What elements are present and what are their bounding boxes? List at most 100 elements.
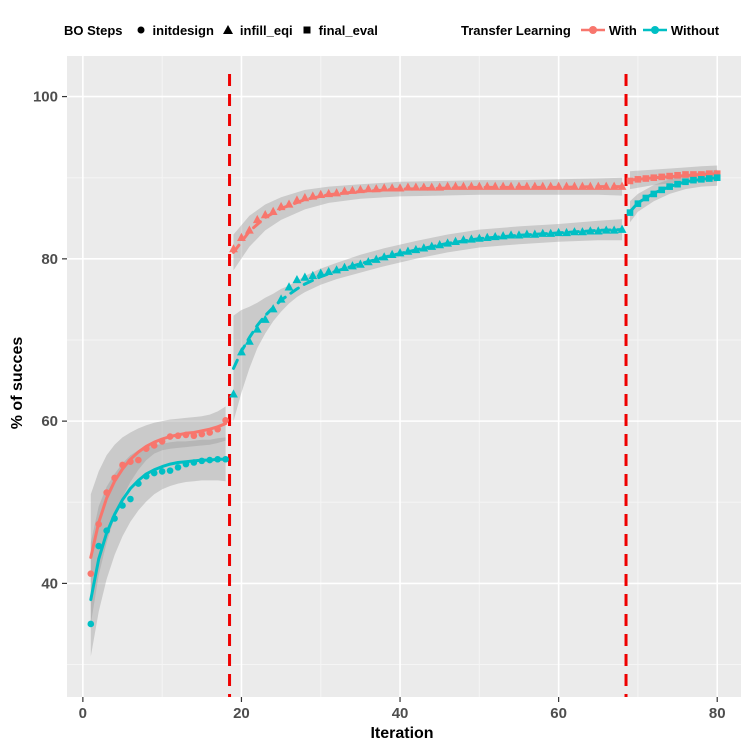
square-icon bbox=[303, 26, 311, 34]
data-point-with bbox=[332, 188, 341, 197]
data-point-without bbox=[174, 464, 182, 471]
plot-panel bbox=[67, 56, 741, 697]
data-point-without bbox=[387, 249, 397, 258]
phase-divider-lines bbox=[228, 74, 628, 697]
data-point-without bbox=[626, 209, 634, 216]
data-point-without bbox=[260, 314, 270, 323]
data-point-without bbox=[395, 248, 405, 257]
data-point-with bbox=[119, 461, 126, 469]
data-point-without bbox=[222, 455, 229, 463]
x-tick-label: 40 bbox=[392, 705, 409, 722]
data-point-with bbox=[371, 184, 381, 193]
data-point-with bbox=[435, 182, 445, 191]
data-point-with bbox=[284, 199, 294, 208]
data-point-with bbox=[617, 181, 627, 190]
y-tick-label: 40 bbox=[41, 575, 58, 592]
data-point-without bbox=[601, 225, 611, 234]
data-point-with bbox=[379, 183, 389, 192]
x-tick-label: 60 bbox=[550, 705, 567, 722]
confidence-ribbon-without bbox=[90, 437, 226, 657]
data-point-with bbox=[459, 181, 468, 190]
data-point-without bbox=[206, 456, 214, 464]
legend-label-final-eval: final_eval bbox=[318, 22, 378, 38]
data-point-with bbox=[411, 182, 421, 191]
data-point-without bbox=[490, 231, 500, 241]
data-point-without bbox=[363, 257, 373, 266]
data-point-with bbox=[340, 186, 349, 195]
data-point-with bbox=[642, 175, 650, 182]
data-point-without bbox=[142, 473, 150, 480]
data-point-without bbox=[538, 228, 548, 237]
legend-transfer-title: Transfer Learning bbox=[461, 22, 571, 38]
data-point-with bbox=[252, 214, 262, 224]
data-point-without bbox=[585, 226, 595, 235]
data-point-without bbox=[214, 455, 221, 463]
confidence-ribbon-without bbox=[233, 219, 623, 422]
data-point-with bbox=[206, 429, 214, 436]
legend-transfer-learning: Transfer Learning With Without bbox=[461, 18, 723, 42]
data-point-without bbox=[658, 186, 666, 194]
x-tick-label: 20 bbox=[233, 705, 250, 722]
data-point-with bbox=[538, 181, 548, 190]
data-point-with bbox=[324, 188, 334, 198]
data-point-without bbox=[713, 174, 721, 182]
data-point-with bbox=[150, 442, 158, 449]
data-point-without bbox=[674, 180, 681, 188]
data-point-without bbox=[666, 183, 673, 190]
data-point-with bbox=[474, 181, 484, 190]
data-point-with bbox=[593, 181, 603, 190]
legend-label-infill-eqi: infill_eqi bbox=[239, 22, 293, 38]
triangle-icon bbox=[222, 25, 233, 34]
data-point-with bbox=[482, 181, 492, 190]
data-point-without bbox=[229, 389, 238, 398]
data-point-without bbox=[609, 225, 619, 234]
data-point-with bbox=[506, 181, 516, 190]
data-point-without bbox=[348, 261, 357, 270]
data-point-without bbox=[411, 244, 421, 254]
data-point-with bbox=[142, 445, 150, 453]
data-point-with bbox=[348, 185, 357, 194]
data-point-without bbox=[593, 226, 603, 235]
data-point-with bbox=[554, 181, 564, 190]
data-point-without bbox=[166, 467, 174, 474]
data-point-with bbox=[260, 210, 270, 219]
data-point-with bbox=[222, 417, 229, 424]
data-point-with bbox=[490, 181, 500, 190]
data-point-without bbox=[514, 230, 524, 239]
data-point-with bbox=[427, 182, 437, 191]
data-point-without bbox=[190, 459, 198, 466]
data-point-with bbox=[166, 433, 174, 440]
data-point-without bbox=[435, 240, 445, 249]
x-tick-label: 0 bbox=[79, 705, 87, 722]
data-point-with bbox=[268, 206, 278, 215]
data-point-with bbox=[658, 173, 666, 181]
y-tick-label: 100 bbox=[33, 89, 58, 106]
data-point-with bbox=[530, 181, 540, 190]
data-point-without bbox=[268, 304, 278, 313]
data-point-without bbox=[103, 527, 110, 534]
data-point-without bbox=[522, 229, 532, 238]
data-point-with bbox=[713, 170, 721, 177]
circle-icon bbox=[137, 26, 145, 34]
line-point-icon bbox=[642, 26, 667, 34]
legend-label-with: With bbox=[608, 22, 637, 38]
data-point-with bbox=[87, 570, 95, 577]
data-point-with bbox=[363, 184, 373, 193]
data-point-with bbox=[276, 201, 286, 211]
data-point-without bbox=[355, 259, 365, 268]
data-point-with bbox=[182, 431, 190, 439]
smooth-line-with bbox=[89, 422, 228, 559]
data-point-with bbox=[666, 172, 673, 180]
data-point-with bbox=[570, 181, 579, 190]
data-point-without bbox=[316, 268, 326, 277]
data-point-without bbox=[690, 176, 697, 184]
data-point-without bbox=[119, 502, 126, 509]
data-point-without bbox=[443, 238, 453, 247]
y-tick-label: 80 bbox=[41, 251, 58, 268]
data-point-without bbox=[451, 236, 460, 246]
data-point-without bbox=[698, 176, 705, 183]
data-point-with bbox=[237, 232, 246, 241]
data-point-with bbox=[682, 171, 689, 178]
data-point-without bbox=[570, 227, 579, 236]
